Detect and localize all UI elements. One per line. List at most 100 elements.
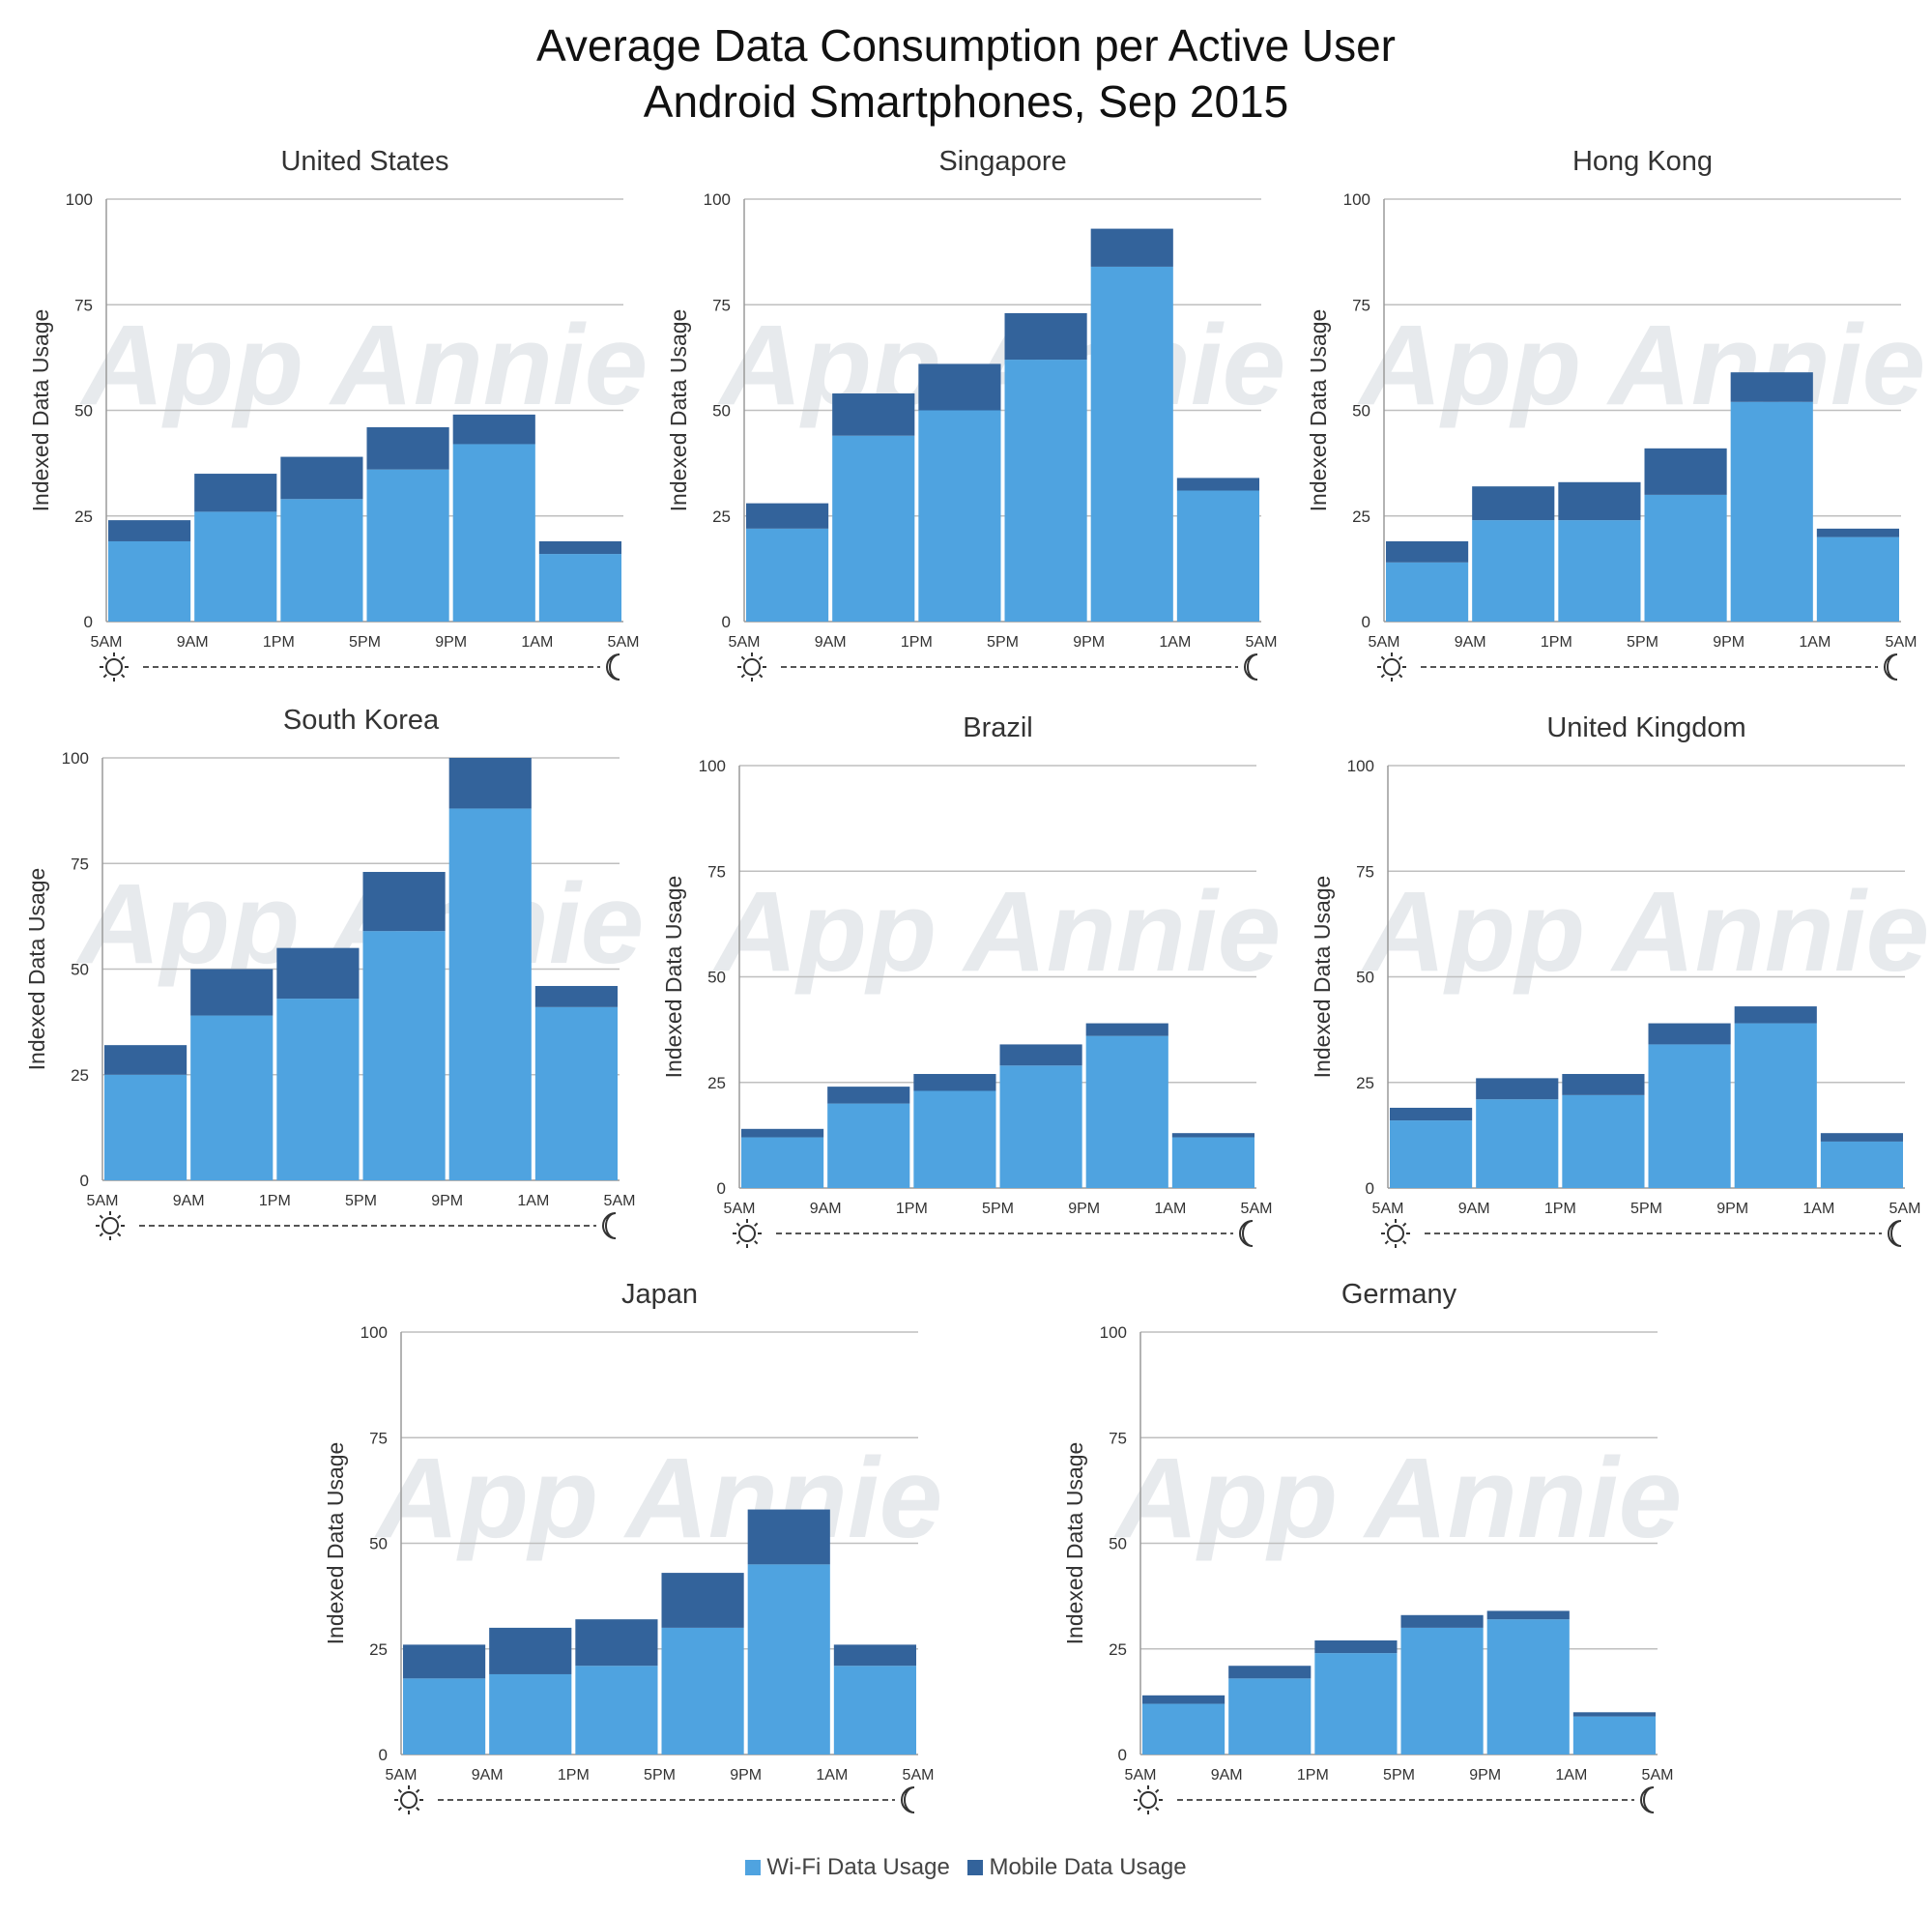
x-tick-label: 1AM xyxy=(517,1193,549,1209)
y-tick-label: 50 xyxy=(369,1535,388,1553)
bar-wifi xyxy=(1390,1120,1473,1188)
y-tick-label: 75 xyxy=(1352,296,1370,314)
chart-title-line2: Android Smartphones, Sep 2015 xyxy=(643,76,1289,127)
bar-wifi xyxy=(918,410,1001,622)
bar-mobile xyxy=(741,1128,824,1138)
y-tick-label: 50 xyxy=(71,961,89,979)
y-tick-label: 0 xyxy=(1366,1179,1374,1198)
bar-wifi xyxy=(913,1090,996,1188)
x-tick-label: 1AM xyxy=(1555,1767,1587,1784)
y-axis-label: Indexed Data Usage xyxy=(1310,876,1335,1079)
x-tick-label: 9PM xyxy=(431,1193,463,1209)
bar-mobile xyxy=(913,1074,996,1091)
x-tick-label: 5AM xyxy=(1642,1767,1674,1784)
x-tick-label: 9PM xyxy=(435,634,467,651)
bar-mobile xyxy=(1734,1006,1817,1024)
bar-wifi xyxy=(1558,520,1641,622)
moon-icon xyxy=(606,653,620,681)
bar-mobile xyxy=(1816,528,1899,537)
bar-mobile xyxy=(489,1627,572,1674)
y-tick-label: 0 xyxy=(379,1746,388,1764)
sun-icon xyxy=(1134,1785,1163,1814)
legend: Wi-Fi Data Usage Mobile Data Usage xyxy=(0,1854,1932,1881)
y-tick-label: 100 xyxy=(66,190,93,209)
bar-mobile xyxy=(1090,228,1173,267)
bar-wifi xyxy=(1314,1653,1398,1754)
x-tick-label: 5AM xyxy=(903,1767,935,1784)
y-axis-label: Indexed Data Usage xyxy=(661,876,686,1079)
x-tick-label: 1PM xyxy=(1297,1767,1329,1784)
x-tick-label: 1AM xyxy=(521,634,553,651)
chart-panel: Japan App Annie 0 25 50 75 100 Indexed Data Usa… xyxy=(314,1268,942,1814)
panel-title: Japan xyxy=(621,1279,698,1310)
y-tick-label: 25 xyxy=(1109,1640,1127,1659)
bar-mobile xyxy=(832,393,915,436)
legend-item-mobile: Mobile Data Usage xyxy=(967,1854,1187,1881)
panel-title: Brazil xyxy=(963,712,1033,743)
sun-icon xyxy=(100,652,129,682)
panel-title: United Kingdom xyxy=(1546,712,1745,743)
bar-mobile xyxy=(534,985,618,1007)
x-tick-label: 5PM xyxy=(345,1193,377,1209)
y-axis-label: Indexed Data Usage xyxy=(323,1442,348,1645)
x-tick-label: 5AM xyxy=(604,1193,636,1209)
bar-wifi xyxy=(1400,1627,1484,1754)
legend-item-wifi: Wi-Fi Data Usage xyxy=(745,1854,950,1881)
bar-mobile xyxy=(1730,372,1813,402)
x-tick-label: 9PM xyxy=(1068,1201,1100,1217)
bar-wifi xyxy=(448,808,532,1180)
chart-panel: United Kingdom App Annie 0 25 50 75 100 Indexed… xyxy=(1301,702,1929,1248)
x-tick-label: 5AM xyxy=(1369,634,1400,651)
x-tick-label: 5PM xyxy=(1627,634,1658,651)
x-tick-label: 1AM xyxy=(1154,1201,1186,1217)
sun-icon xyxy=(1381,1219,1410,1248)
x-tick-label: 1PM xyxy=(259,1193,291,1209)
y-tick-label: 100 xyxy=(360,1323,388,1342)
bar-wifi xyxy=(1644,494,1727,622)
bar-mobile xyxy=(403,1644,486,1679)
y-tick-label: 75 xyxy=(1356,862,1374,881)
chart-title-line1: Average Data Consumption per Active User xyxy=(536,20,1396,71)
x-tick-label: 5PM xyxy=(1383,1767,1415,1784)
x-tick-label: 5AM xyxy=(1241,1201,1273,1217)
chart-panel: United States App Annie 0 25 50 75 100 Indexed … xyxy=(19,135,648,682)
panel-title: Hong Kong xyxy=(1572,146,1713,177)
bar-wifi xyxy=(747,1564,830,1754)
moon-icon xyxy=(1888,1220,1902,1247)
bar-mobile xyxy=(575,1619,658,1667)
x-tick-label: 1PM xyxy=(896,1201,928,1217)
bar-wifi xyxy=(1476,1099,1559,1188)
bar-wifi xyxy=(1090,266,1173,622)
bar-wifi xyxy=(489,1673,572,1754)
bar-wifi xyxy=(1228,1678,1312,1754)
x-tick-label: 5AM xyxy=(91,634,123,651)
moon-icon xyxy=(901,1786,915,1813)
y-axis-label: Indexed Data Usage xyxy=(28,309,53,512)
chart-svg: Japan App Annie 0 25 50 75 100 Indexed Data Usa… xyxy=(323,1279,943,1814)
y-tick-label: 25 xyxy=(74,508,93,526)
bar-wifi xyxy=(1648,1044,1731,1188)
moon-icon xyxy=(1640,1786,1655,1813)
x-tick-label: 1AM xyxy=(1799,634,1831,651)
x-tick-label: 1PM xyxy=(1541,634,1572,651)
bar-wifi xyxy=(1730,401,1813,622)
sun-icon xyxy=(394,1785,423,1814)
bar-wifi xyxy=(1386,562,1469,622)
bar-mobile xyxy=(276,947,360,1000)
panel-title: Singapore xyxy=(938,146,1066,177)
x-tick-label: 5PM xyxy=(1630,1201,1662,1217)
watermark: App Annie xyxy=(1361,868,1930,996)
y-tick-label: 25 xyxy=(1356,1074,1374,1092)
bar-mobile xyxy=(1085,1023,1168,1036)
watermark: App Annie xyxy=(374,1435,943,1562)
legend-label-wifi: Wi-Fi Data Usage xyxy=(766,1854,950,1880)
x-tick-label: 9AM xyxy=(815,634,847,651)
x-tick-label: 5AM xyxy=(1246,634,1278,651)
chart-svg: Hong Kong App Annie 0 25 50 75 100 Indexed Data… xyxy=(1306,146,1925,682)
bar-mobile xyxy=(1562,1074,1645,1095)
bar-wifi xyxy=(827,1103,910,1188)
bar-wifi xyxy=(403,1678,486,1754)
y-axis-label: Indexed Data Usage xyxy=(1306,309,1331,512)
bar-mobile xyxy=(999,1044,1082,1066)
bar-mobile xyxy=(1176,478,1259,491)
